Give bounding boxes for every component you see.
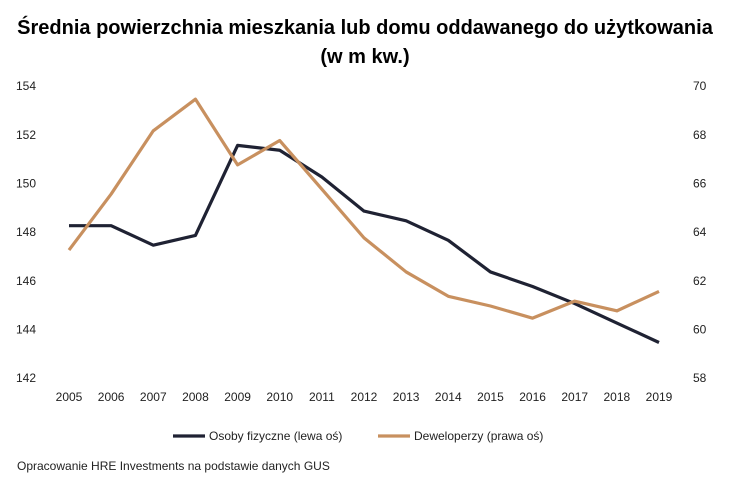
legend-label: Deweloperzy (prawa oś) <box>414 429 543 443</box>
y-tick-label: 152 <box>16 128 36 142</box>
x-tick-label: 2012 <box>351 390 378 404</box>
y2-tick-label: 70 <box>693 79 707 93</box>
x-tick-label: 2009 <box>224 390 251 404</box>
source-note: Opracowanie HRE Investments na podstawie… <box>17 459 330 473</box>
y-tick-label: 148 <box>16 225 36 239</box>
y2-tick-label: 68 <box>693 128 707 142</box>
x-tick-label: 2007 <box>140 390 167 404</box>
x-tick-label: 2010 <box>266 390 293 404</box>
y2-tick-label: 66 <box>693 177 707 191</box>
legend-label: Osoby fizyczne (lewa oś) <box>209 429 342 443</box>
x-tick-label: 2011 <box>309 390 335 404</box>
x-tick-label: 2016 <box>519 390 546 404</box>
y2-tick-label: 58 <box>693 371 707 385</box>
x-tick-label: 2008 <box>182 390 209 404</box>
x-tick-label: 2015 <box>477 390 504 404</box>
y-tick-label: 144 <box>16 323 36 337</box>
x-tick-label: 2005 <box>56 390 83 404</box>
chart-title: Średnia powierzchnia mieszkania lub domu… <box>17 17 713 68</box>
series-line <box>67 97 660 320</box>
x-tick-label: 2017 <box>561 390 588 404</box>
series-line <box>69 143 660 344</box>
y-tick-label: 142 <box>16 371 36 385</box>
y-tick-label: 150 <box>16 177 36 191</box>
x-tick-label: 2019 <box>646 390 673 404</box>
y-tick-label: 146 <box>16 274 36 288</box>
x-tick-label: 2006 <box>98 390 125 404</box>
x-tick-label: 2013 <box>393 390 420 404</box>
x-tick-label: 2014 <box>435 390 462 404</box>
y2-tick-label: 64 <box>693 225 707 239</box>
x-tick-label: 2018 <box>604 390 631 404</box>
y2-tick-label: 60 <box>693 323 707 337</box>
y-tick-label: 154 <box>16 79 36 93</box>
y2-tick-label: 62 <box>693 274 707 288</box>
